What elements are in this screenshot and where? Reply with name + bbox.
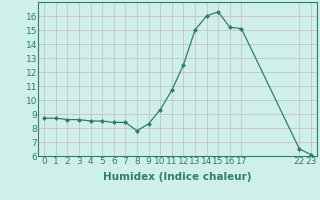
X-axis label: Humidex (Indice chaleur): Humidex (Indice chaleur)	[103, 172, 252, 182]
